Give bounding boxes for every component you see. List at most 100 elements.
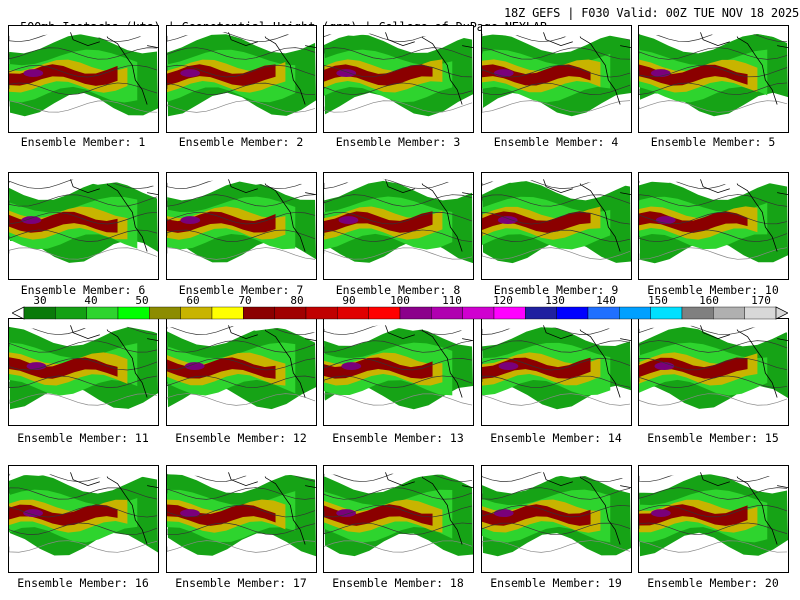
colorbar-tick-label: 90 [342, 294, 356, 307]
ensemble-member-panel [8, 465, 159, 573]
ensemble-member-panel [481, 465, 632, 573]
isotach-map [639, 26, 788, 117]
colorbar-tick-label: 70 [238, 294, 252, 307]
ensemble-member-label: Ensemble Member: 3 [335, 135, 461, 149]
isotach-map [482, 26, 631, 117]
ensemble-member-label: Ensemble Member: 6 [20, 283, 146, 297]
colorbar-tick-labels: 30 40 50 60 70 80 90 100 110 120 130 140 150 160 170 [0, 294, 800, 307]
colorbar-tick-label: 130 [545, 294, 565, 307]
ensemble-member-panel [638, 172, 789, 280]
colorbar-tick-label: 80 [290, 294, 304, 307]
ensemble-member-label: Ensemble Member: 20 [647, 576, 779, 590]
colorbar-swatch [243, 306, 275, 320]
ensemble-member-label: Ensemble Member: 1 [20, 135, 146, 149]
ensemble-member-panel [8, 25, 159, 133]
colorbar-swatch [305, 306, 338, 320]
colorbar-tick-label: 160 [699, 294, 719, 307]
isotach-map [639, 173, 788, 264]
colorbar-swatch [55, 306, 87, 320]
colorbar-swatch [149, 306, 181, 320]
colorbar-swatch [587, 306, 620, 320]
ensemble-member-panel [166, 465, 317, 573]
colorbar-left-arrow [12, 306, 25, 320]
ensemble-member-panel [323, 465, 474, 573]
ensemble-member-panel [638, 465, 789, 573]
isotach-map [324, 173, 473, 264]
colorbar-swatch [211, 306, 244, 320]
ensemble-member-label: Ensemble Member: 4 [493, 135, 619, 149]
ensemble-member-panel [323, 172, 474, 280]
isotach-map [167, 173, 316, 263]
header-run-info: 18Z GEFS | F030 Valid: 00Z TUE NOV 18 20… [504, 6, 800, 20]
colorbar-swatch [462, 306, 495, 320]
colorbar-tick-label: 30 [33, 294, 47, 307]
colorbar-swatch [86, 306, 119, 320]
colorbar-swatch [493, 306, 526, 320]
colorbar-tick-label: 60 [186, 294, 200, 307]
ensemble-member-label: Ensemble Member: 5 [650, 135, 776, 149]
isotach-map [167, 319, 316, 410]
ensemble-member-label: Ensemble Member: 16 [17, 576, 149, 590]
isotach-map [324, 466, 473, 557]
isotach-map [482, 173, 631, 264]
colorbar-tick-label: 40 [84, 294, 98, 307]
colorbar-swatch [180, 306, 213, 320]
ensemble-member-panel [8, 172, 159, 280]
ensemble-member-label: Ensemble Member: 15 [647, 431, 779, 445]
isotach-map [639, 466, 788, 557]
ensemble-member-panel [323, 25, 474, 133]
isotach-map [324, 319, 473, 410]
ensemble-member-panel [8, 318, 159, 426]
isotach-map [9, 319, 158, 410]
colorbar-tick-label: 120 [493, 294, 513, 307]
colorbar-tick-label: 100 [390, 294, 410, 307]
isotach-map [9, 26, 158, 117]
colorbar-swatch [744, 306, 777, 320]
ensemble-member-label: Ensemble Member: 11 [17, 431, 149, 445]
ensemble-member-panel [166, 172, 317, 280]
ensemble-member-panel [638, 318, 789, 426]
ensemble-member-panel [481, 172, 632, 280]
colorbar-swatch [23, 306, 56, 320]
isotach-map [482, 319, 631, 410]
ensemble-member-label: Ensemble Member: 7 [178, 283, 304, 297]
isotach-map [639, 319, 788, 409]
colorbar-swatch [619, 306, 651, 320]
ensemble-member-panel [638, 25, 789, 133]
isotach-map [324, 26, 473, 117]
ensemble-member-panel [481, 25, 632, 133]
ensemble-member-label: Ensemble Member: 13 [332, 431, 464, 445]
colorbar-swatch [525, 306, 557, 320]
ensemble-member-label: Ensemble Member: 10 [647, 283, 779, 297]
colorbar-swatch [556, 306, 589, 320]
isotach-colorbar [12, 306, 788, 320]
isotach-map [482, 466, 631, 557]
ensemble-member-panel [166, 25, 317, 133]
colorbar-tick-label: 110 [442, 294, 462, 307]
ensemble-member-panel [323, 318, 474, 426]
colorbar-swatch [431, 306, 463, 320]
ensemble-member-label: Ensemble Member: 17 [175, 576, 307, 590]
ensemble-member-label: Ensemble Member: 8 [335, 283, 461, 297]
colorbar-swatch [337, 306, 369, 320]
colorbar-swatch [368, 306, 401, 320]
colorbar-swatch [713, 306, 745, 320]
ensemble-member-label: Ensemble Member: 19 [490, 576, 622, 590]
isotach-map [167, 466, 316, 557]
ensemble-member-panel [166, 318, 317, 426]
ensemble-member-label: Ensemble Member: 9 [493, 283, 619, 297]
colorbar-swatch [681, 306, 714, 320]
colorbar-swatch [650, 306, 683, 320]
colorbar-swatch [274, 306, 307, 320]
ensemble-member-label: Ensemble Member: 12 [175, 431, 307, 445]
ensemble-member-panel [481, 318, 632, 426]
ensemble-member-label: Ensemble Member: 14 [490, 431, 622, 445]
colorbar-tick-label: 140 [596, 294, 616, 307]
isotach-map [9, 466, 158, 556]
colorbar-right-arrow [775, 306, 788, 320]
ensemble-member-label: Ensemble Member: 2 [178, 135, 304, 149]
colorbar-swatch [399, 306, 432, 320]
ensemble-member-label: Ensemble Member: 18 [332, 576, 464, 590]
isotach-map [167, 26, 316, 117]
colorbar-tick-label: 50 [135, 294, 149, 307]
